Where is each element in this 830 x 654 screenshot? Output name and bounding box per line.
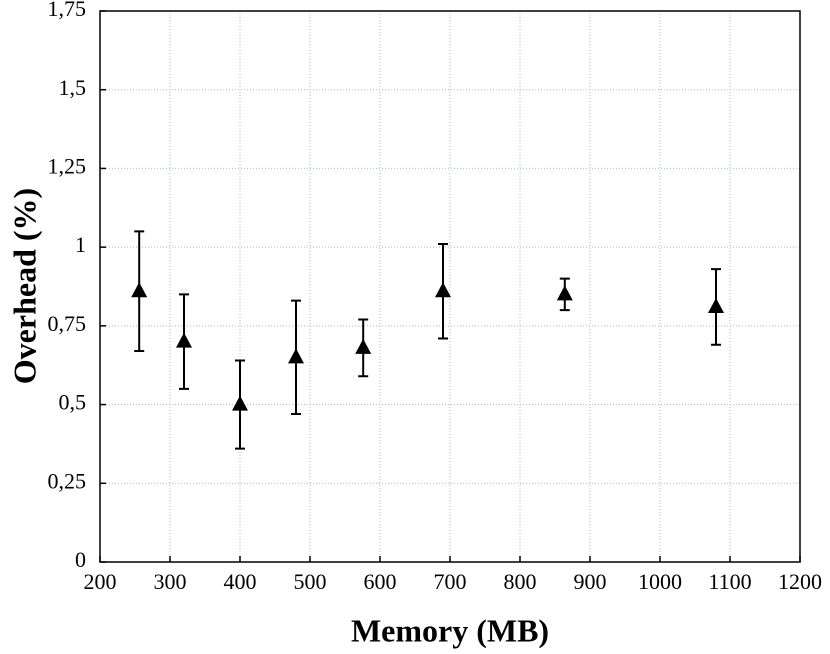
marker — [288, 348, 304, 364]
y-tick-label: 1,5 — [59, 75, 87, 100]
marker — [232, 395, 248, 411]
y-tick-label: 1,75 — [48, 0, 87, 21]
plot-frame — [99, 10, 801, 563]
x-tick-label: 500 — [294, 569, 327, 594]
x-tick-label: 300 — [154, 569, 187, 594]
y-tick-label: 0,5 — [59, 390, 87, 415]
y-tick-label: 0,25 — [48, 468, 87, 493]
x-tick-label: 600 — [364, 569, 397, 594]
marker — [708, 297, 724, 313]
marker — [355, 338, 372, 354]
y-tick-label: 0 — [75, 547, 86, 572]
marker — [435, 282, 451, 298]
x-tick-label: 800 — [504, 569, 537, 594]
x-tick-label: 1000 — [638, 569, 682, 594]
y-axis-title: Overhead (%) — [6, 188, 42, 384]
y-tick-label: 1 — [75, 232, 86, 257]
x-tick-label: 1200 — [778, 569, 822, 594]
marker — [131, 282, 148, 298]
x-tick-label: 900 — [574, 569, 607, 594]
marker — [176, 332, 192, 348]
x-tick-label: 1100 — [708, 569, 751, 594]
x-tick-label: 400 — [224, 569, 257, 594]
y-tick-label: 0,75 — [48, 311, 87, 336]
x-tick-label: 700 — [434, 569, 467, 594]
marker — [556, 285, 573, 301]
y-tick-label: 1,25 — [48, 153, 87, 178]
x-axis-title: Memory (MB) — [351, 612, 549, 648]
x-tick-label: 200 — [84, 569, 117, 594]
